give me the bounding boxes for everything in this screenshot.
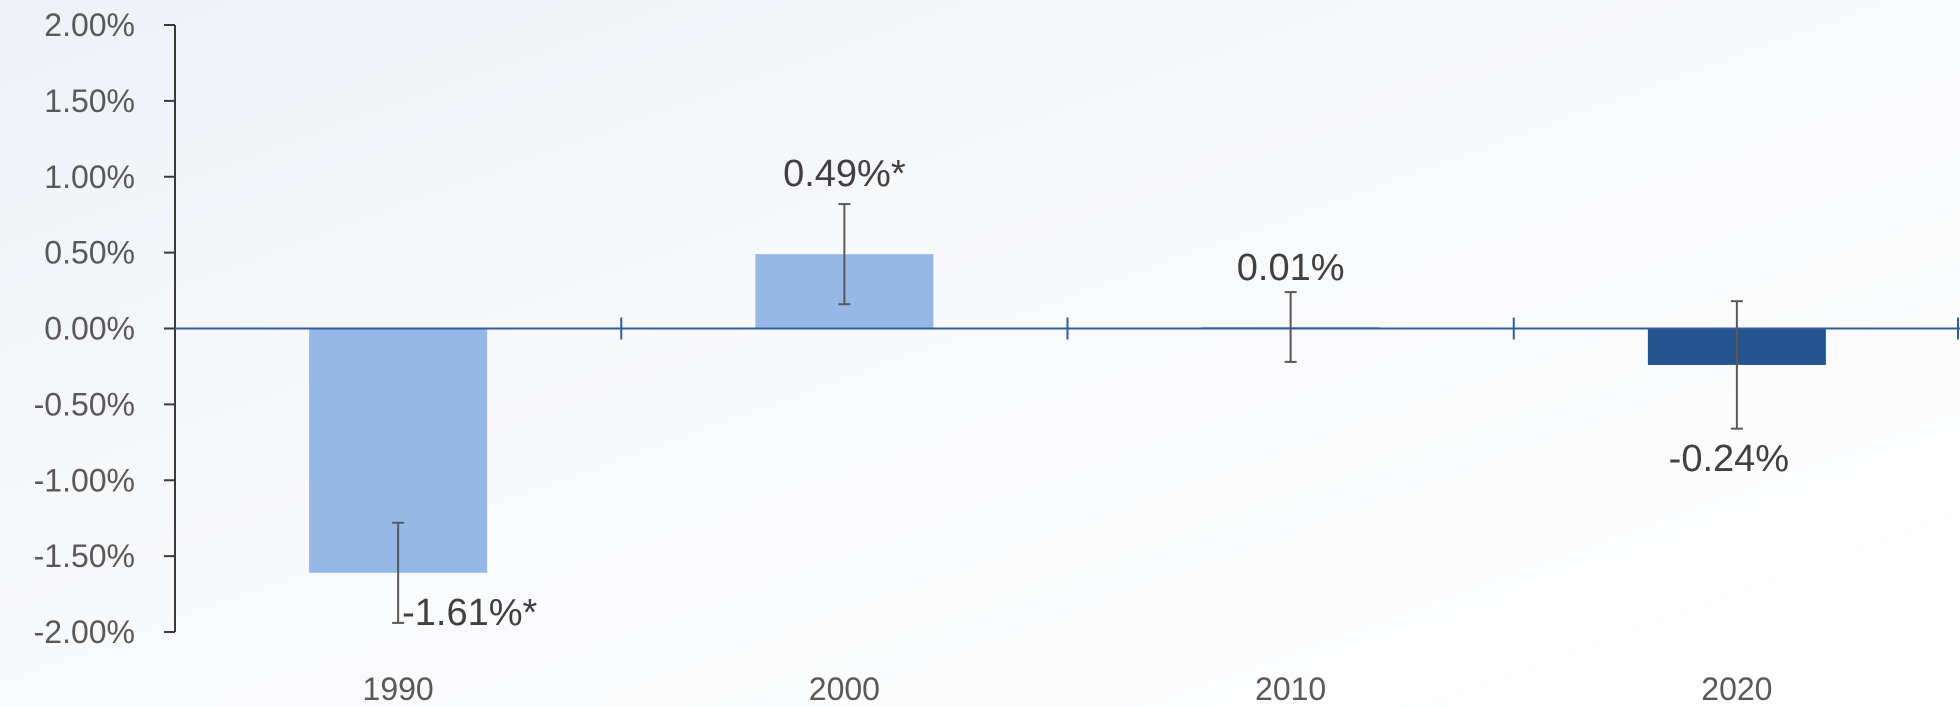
data-label-1990: -1.61%* (402, 592, 537, 634)
y-tick-label: 2.00% (44, 7, 135, 43)
data-label-2010: 0.01% (1237, 247, 1345, 289)
y-tick-label: 0.00% (44, 311, 135, 347)
y-tick-label: -1.00% (34, 462, 135, 498)
x-category-label: 1990 (363, 671, 434, 707)
y-tick-label: -0.50% (34, 386, 135, 422)
data-label-2000: 0.49%* (783, 153, 906, 195)
y-tick-label: 1.50% (44, 83, 135, 119)
x-category-label: 2000 (809, 671, 880, 707)
y-tick-label: 1.00% (44, 159, 135, 195)
y-tick-label: -2.00% (34, 614, 135, 650)
data-label-2020: -0.24% (1669, 438, 1789, 480)
x-category-label: 2010 (1255, 671, 1326, 707)
x-category-label: 2020 (1701, 671, 1772, 707)
y-tick-label: 0.50% (44, 235, 135, 271)
y-tick-label: -1.50% (34, 538, 135, 574)
